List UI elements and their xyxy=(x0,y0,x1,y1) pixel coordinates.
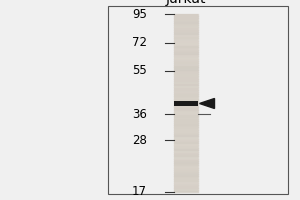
FancyBboxPatch shape xyxy=(174,101,198,106)
Polygon shape xyxy=(200,98,214,108)
Text: 72: 72 xyxy=(132,36,147,49)
Text: 17: 17 xyxy=(132,185,147,198)
Text: 55: 55 xyxy=(132,64,147,77)
Text: 36: 36 xyxy=(132,108,147,121)
FancyBboxPatch shape xyxy=(174,14,198,192)
Text: 95: 95 xyxy=(132,8,147,21)
Text: Jurkat: Jurkat xyxy=(166,0,206,6)
Text: 28: 28 xyxy=(132,134,147,147)
